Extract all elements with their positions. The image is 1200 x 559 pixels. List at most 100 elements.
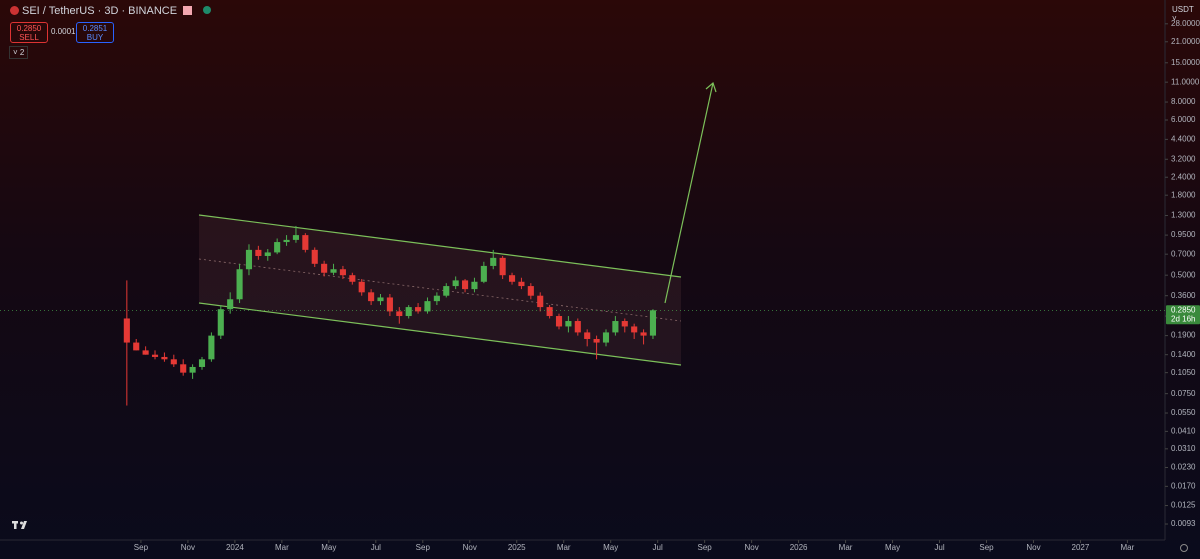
candle-body [133, 342, 140, 351]
currency: USDT [1172, 5, 1194, 14]
x-tick-label: 2026 [790, 543, 808, 552]
y-tick-label: 0.1050 [1171, 368, 1196, 377]
y-tick-label: 0.3600 [1171, 291, 1196, 300]
sell-price: 0.2850 [16, 24, 42, 33]
channel-mid [198, 258, 682, 322]
y-tick-label: 0.0310 [1171, 444, 1196, 453]
y-tick-label: 2.4000 [1171, 172, 1196, 181]
y-tick-label: 0.5000 [1171, 270, 1196, 279]
channel-fill [199, 215, 681, 365]
y-tick-label: 4.4000 [1171, 134, 1196, 143]
x-tick-label: May [321, 543, 336, 552]
x-tick-label: May [603, 543, 618, 552]
target-arrow [664, 82, 714, 304]
flag[interactable] [183, 6, 193, 15]
arrow-head [705, 81, 717, 93]
symbol-icon [10, 6, 19, 15]
y-tick-label: 0.9500 [1171, 230, 1196, 239]
channel-upper [198, 214, 682, 278]
x-tick-label: 2024 [226, 543, 244, 552]
candle-body [574, 321, 581, 333]
x-tick-label: Sep [698, 543, 713, 552]
candle-body [565, 321, 572, 327]
candle-body [518, 281, 525, 287]
candle-body [217, 309, 224, 336]
candle-body [405, 307, 412, 317]
candle-body [208, 335, 215, 360]
candle-body [321, 263, 328, 273]
x-tick-label: Mar [1121, 543, 1135, 552]
candle-body [640, 332, 647, 336]
candle-body [236, 269, 243, 300]
settings-icon[interactable] [1180, 544, 1188, 552]
y-tick-label: 0.0550 [1171, 408, 1196, 417]
candle-body [424, 301, 431, 312]
x-tick-label: Sep [416, 543, 431, 552]
candle-body [462, 280, 469, 290]
candle-body [480, 265, 487, 282]
spread: 0.0001 [51, 27, 76, 36]
y-tick-label: 0.0170 [1171, 481, 1196, 490]
sell-button[interactable]: 0.2850 SELL [10, 22, 48, 43]
y-tick-label: 1.3000 [1171, 211, 1196, 220]
candle-body [621, 321, 628, 327]
indicator-count: 2 [19, 48, 25, 57]
y-tick-label: 3.2000 [1171, 154, 1196, 163]
candle-body [433, 295, 440, 302]
candle-body [602, 332, 610, 343]
buy-button[interactable]: 0.2851 BUY [76, 22, 114, 43]
y-tick-label: 0.0093 [1171, 519, 1196, 528]
x-tick-label: Jul [653, 543, 663, 552]
candle-body [443, 286, 450, 296]
candle-body [471, 281, 478, 290]
buy-label: BUY [86, 33, 104, 42]
candle-body [546, 307, 553, 317]
x-tick-label: Jul [371, 543, 381, 552]
candle-body [274, 242, 281, 253]
x-tick-label: Nov [181, 543, 195, 552]
candle-body [189, 366, 196, 373]
candle-body [180, 364, 187, 373]
x-tick-label: 2027 [1072, 543, 1090, 552]
candle-body [368, 292, 375, 302]
y-tick-label: 11.0000 [1171, 77, 1200, 86]
candle-body [142, 350, 149, 355]
y-tick-label: 8.0000 [1171, 97, 1196, 106]
buy-price: 0.2851 [82, 24, 108, 33]
candle-body [508, 275, 516, 282]
x-tick-label: Nov [463, 543, 477, 552]
countdown: 2d 16h [1171, 314, 1195, 323]
candle-body [377, 297, 384, 302]
candle-body [612, 321, 619, 333]
symbol-title: SEI / TetherUS · 3D · BINANCE [10, 5, 212, 17]
y-tick-label: 0.0230 [1171, 463, 1196, 472]
y-tick-label: 0.0750 [1171, 389, 1196, 398]
currency-select[interactable]: USDT ˅ [1172, 5, 1194, 23]
y-tick-label: 0.1400 [1171, 350, 1196, 359]
candle-body [537, 295, 544, 308]
candles [123, 225, 657, 406]
candle-body [264, 252, 271, 256]
candle-body [415, 307, 422, 312]
y-tick-label: 28.0000 [1171, 19, 1200, 28]
candle-body [151, 354, 159, 357]
candle-body [649, 310, 657, 336]
candle-body [396, 311, 403, 317]
x-tick-label: May [885, 543, 900, 552]
y-tick-label: 0.0410 [1171, 426, 1196, 435]
candle-body [358, 281, 365, 293]
candle-body [292, 235, 300, 240]
candle-body [198, 359, 206, 367]
last-price-label: 0.2850 [1171, 305, 1196, 314]
x-tick-label: Mar [275, 543, 289, 552]
candle-body [255, 249, 262, 256]
candle-body [161, 356, 168, 360]
x-tick-label: Jul [934, 543, 944, 552]
candle-body [311, 249, 318, 264]
channel-lower [198, 302, 682, 366]
candle-body [584, 332, 591, 339]
indicators-toggle[interactable]: ˅ 2 [9, 46, 29, 59]
